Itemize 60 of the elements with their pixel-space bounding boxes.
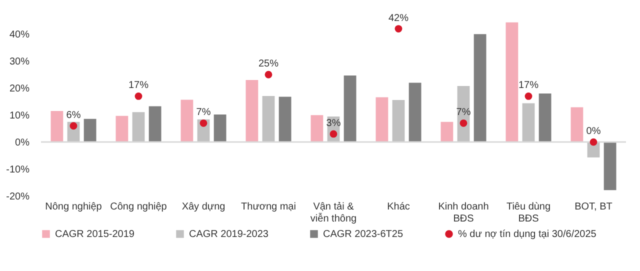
point (264, 70, 272, 78)
bar (116, 116, 128, 142)
x-tick-label: BOT, BT (574, 202, 612, 212)
point (460, 119, 468, 127)
legend-label: % dư nợ tín dụng tại 30/6/2025 (458, 229, 597, 240)
data-label: 7% (456, 107, 471, 118)
bar (376, 97, 388, 142)
point (70, 122, 78, 130)
bar (180, 100, 194, 142)
y-tick-label: 10% (9, 110, 30, 122)
bar (440, 122, 454, 142)
legend-label: CAGR 2023-6T25 (323, 229, 404, 240)
bar (570, 107, 584, 142)
y-tick-label: 0% (15, 138, 30, 149)
bar (310, 115, 324, 142)
data-label: 42% (388, 12, 409, 24)
x-tick-label: Tiêu dùng BĐS (506, 202, 551, 224)
point (330, 130, 338, 138)
y-tick-label: -10% (6, 164, 30, 176)
data-label: 17% (518, 80, 539, 92)
point (134, 92, 142, 100)
data-label: 17% (128, 80, 149, 92)
x-tick-label: Nông nghiệp (45, 202, 102, 212)
x-tick-label: Thương mại (241, 202, 296, 212)
data-label: 3% (326, 118, 341, 129)
bar (408, 82, 422, 142)
bar (246, 80, 258, 142)
point (394, 25, 402, 32)
bar (392, 100, 405, 142)
bar (50, 111, 64, 142)
bar (262, 96, 275, 142)
x-tick-label: Khác (387, 202, 410, 212)
data-label: 0% (586, 126, 601, 138)
x-tick-label: Kinh doanh BĐS (438, 202, 489, 224)
point (200, 119, 208, 127)
bar (604, 142, 616, 190)
y-tick-label: 30% (9, 56, 30, 68)
point (590, 138, 598, 146)
bar (474, 34, 486, 142)
data-label: 7% (196, 107, 211, 118)
point (524, 92, 532, 100)
bar (538, 94, 552, 142)
bar (148, 106, 162, 142)
data-label: 6% (66, 110, 81, 121)
y-tick-label: -20% (6, 192, 30, 202)
legend-label: CAGR 2019-2023 (189, 229, 269, 240)
bar (84, 118, 96, 142)
bar (344, 75, 356, 142)
x-tick-label: Công nghiệp (110, 202, 168, 212)
legend-label: CAGR 2015-2019 (55, 229, 135, 240)
bar (506, 22, 518, 142)
bar (214, 114, 226, 142)
bar (278, 96, 292, 142)
data-label: 25% (258, 58, 279, 70)
y-tick-label: 40% (9, 30, 30, 41)
y-tick-label: 20% (9, 84, 30, 95)
bar (522, 103, 535, 142)
bar (132, 112, 145, 142)
x-tick-label: Vận tải & viễn thông (310, 202, 357, 224)
x-tick-label: Xây dựng (182, 202, 226, 212)
